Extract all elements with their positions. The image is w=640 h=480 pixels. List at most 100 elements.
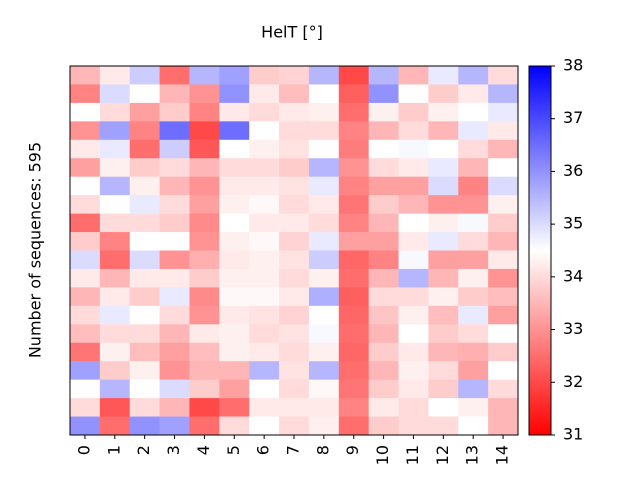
heatmap-cell: [249, 250, 280, 270]
heatmap-cell: [368, 139, 400, 159]
heatmap-cell: [368, 379, 400, 399]
heatmap-cell: [308, 250, 340, 270]
heatmap-cell: [428, 287, 459, 307]
heatmap-cell: [279, 324, 310, 344]
heatmap-cell: [368, 416, 400, 436]
heatmap-cell: [428, 158, 459, 178]
heatmap-cell: [398, 121, 429, 141]
heatmap-cell: [308, 342, 340, 362]
heatmap-cell: [99, 176, 131, 196]
heatmap-cell: [219, 342, 250, 362]
heatmap-cell: [398, 287, 429, 307]
heatmap-cell: [219, 176, 250, 196]
heatmap-cell: [189, 361, 220, 381]
heatmap-cell: [129, 139, 161, 159]
x-tick-label: 13: [463, 445, 482, 465]
heatmap-cell: [99, 416, 131, 436]
heatmap-cell: [129, 232, 161, 251]
heatmap-cell: [308, 416, 340, 436]
heatmap-cell: [368, 158, 400, 178]
heatmap-cell: [338, 324, 370, 344]
x-tick-label: 7: [284, 445, 303, 455]
heatmap-cell: [279, 416, 310, 436]
heatmap-cell: [368, 287, 400, 307]
heatmap-cell: [189, 379, 220, 399]
heatmap-cell: [159, 176, 190, 196]
heatmap-cell: [129, 324, 161, 344]
heatmap-cell: [368, 268, 400, 288]
heatmap-cell: [398, 232, 429, 251]
heatmap-cell: [70, 361, 101, 381]
heatmap-cell: [159, 213, 190, 233]
heatmap-cell: [189, 250, 220, 270]
heatmap-cell: [488, 361, 519, 381]
heatmap-cell: [159, 139, 190, 159]
heatmap-cell: [458, 268, 489, 288]
heatmap-cell: [189, 84, 220, 104]
heatmap-cell: [249, 102, 280, 122]
heatmap-cell: [308, 139, 340, 159]
heatmap-cell: [398, 361, 429, 381]
heatmap-cell: [458, 121, 489, 141]
heatmap-cell: [428, 213, 459, 233]
heatmap-cell: [368, 324, 400, 344]
heatmap-cell: [458, 158, 489, 178]
heatmap-cell: [398, 379, 429, 399]
heatmap-cell: [129, 361, 161, 381]
heatmap-cell: [219, 102, 250, 122]
heatmap-cell: [308, 268, 340, 288]
heatmap-cell: [368, 232, 400, 251]
heatmap-cell: [279, 342, 310, 362]
heatmap-cell: [219, 213, 250, 233]
heatmap-cell: [249, 416, 280, 436]
heatmap-cell: [398, 195, 429, 215]
heatmap-cell: [189, 287, 220, 307]
heatmap-cell: [159, 305, 190, 325]
heatmap-cell: [159, 66, 190, 85]
heatmap-cell: [70, 121, 101, 141]
heatmap-cell: [368, 195, 400, 215]
x-tick-label: 0: [74, 445, 93, 455]
heatmap-cell: [129, 213, 161, 233]
x-tick-label: 9: [343, 445, 362, 455]
heatmap-cell: [308, 398, 340, 418]
heatmap-cell: [458, 324, 489, 344]
heatmap-cell: [488, 287, 519, 307]
heatmap-cell: [458, 379, 489, 399]
heatmap-cell: [189, 324, 220, 344]
heatmap-cell: [368, 213, 400, 233]
heatmap-cell: [249, 176, 280, 196]
heatmap-cell: [428, 232, 459, 251]
heatmap-cell: [308, 158, 340, 178]
heatmap-cell: [458, 232, 489, 251]
heatmap-cell: [249, 158, 280, 178]
heatmap-cell: [458, 305, 489, 325]
heatmap-cell: [189, 398, 220, 418]
heatmap-cell: [338, 416, 370, 436]
heatmap-cell: [99, 121, 131, 141]
heatmap-cell: [488, 121, 519, 141]
heatmap-cell: [279, 379, 310, 399]
heatmap-cell: [219, 416, 250, 436]
colorbar-tick-label: 38: [563, 56, 583, 75]
heatmap-cell: [458, 416, 489, 436]
chart-title: HelT [°]: [261, 23, 323, 42]
heatmap-cell: [70, 102, 101, 122]
heatmap-cell: [249, 324, 280, 344]
heatmap-cell: [368, 102, 400, 122]
heatmap-cell: [458, 195, 489, 215]
heatmap-cell: [488, 232, 519, 251]
heatmap-cell: [249, 139, 280, 159]
heatmap-cell: [279, 305, 310, 325]
heatmap-cell: [249, 379, 280, 399]
heatmap-cell: [398, 342, 429, 362]
heatmap-cell: [398, 416, 429, 436]
heatmap-cell: [189, 121, 220, 141]
heatmap-cell: [219, 361, 250, 381]
heatmap-cell: [70, 213, 101, 233]
heatmap-cell: [398, 324, 429, 344]
x-tick-label: 5: [224, 445, 243, 455]
heatmap-cell: [428, 176, 459, 196]
heatmap-cell: [159, 84, 190, 104]
heatmap-cell: [99, 398, 131, 418]
